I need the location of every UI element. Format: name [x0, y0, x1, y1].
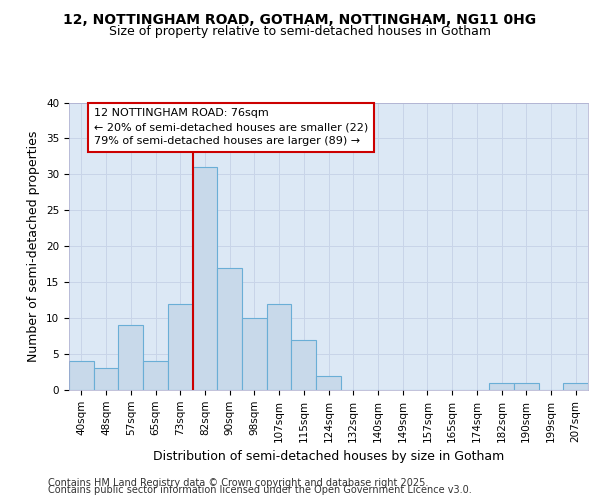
Bar [563, 383, 588, 390]
Y-axis label: Number of semi-detached properties: Number of semi-detached properties [28, 130, 40, 362]
Bar [193, 167, 217, 390]
Text: 12 NOTTINGHAM ROAD: 76sqm
← 20% of semi-detached houses are smaller (22)
79% of : 12 NOTTINGHAM ROAD: 76sqm ← 20% of semi-… [94, 108, 368, 146]
Text: 12, NOTTINGHAM ROAD, GOTHAM, NOTTINGHAM, NG11 0HG: 12, NOTTINGHAM ROAD, GOTHAM, NOTTINGHAM,… [64, 12, 536, 26]
Bar [217, 268, 242, 390]
Bar [118, 326, 143, 390]
Bar [514, 383, 539, 390]
Bar [489, 383, 514, 390]
X-axis label: Distribution of semi-detached houses by size in Gotham: Distribution of semi-detached houses by … [153, 450, 504, 463]
Bar [143, 361, 168, 390]
Bar [168, 304, 193, 390]
Bar [292, 340, 316, 390]
Bar [267, 304, 292, 390]
Bar [242, 318, 267, 390]
Text: Contains public sector information licensed under the Open Government Licence v3: Contains public sector information licen… [48, 485, 472, 495]
Text: Size of property relative to semi-detached houses in Gotham: Size of property relative to semi-detach… [109, 25, 491, 38]
Bar [69, 361, 94, 390]
Bar [316, 376, 341, 390]
Text: Contains HM Land Registry data © Crown copyright and database right 2025.: Contains HM Land Registry data © Crown c… [48, 478, 428, 488]
Bar [94, 368, 118, 390]
